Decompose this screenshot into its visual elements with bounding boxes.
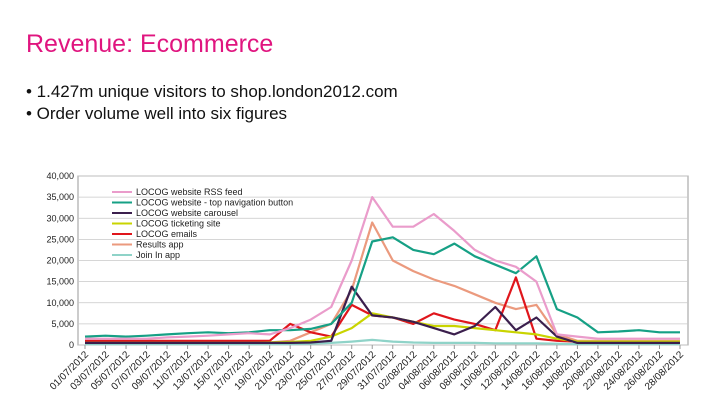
y-tick-label: 0 bbox=[69, 340, 74, 350]
series-line bbox=[85, 285, 680, 344]
y-tick-label: 10,000 bbox=[46, 298, 74, 308]
legend-label: LOCOG website RSS feed bbox=[136, 187, 243, 197]
bullet: • 1.427m unique visitors to shop.london2… bbox=[26, 82, 398, 101]
series-line bbox=[85, 196, 680, 340]
legend-label: LOCOG website carousel bbox=[136, 208, 238, 218]
y-tick-label: 25,000 bbox=[46, 234, 74, 244]
legend-label: Join In app bbox=[136, 250, 180, 260]
legend-label: LOCOG website - top navigation button bbox=[136, 198, 293, 208]
y-tick-label: 5,000 bbox=[51, 319, 74, 329]
legend-label: LOCOG emails bbox=[136, 229, 198, 239]
slide-title: Revenue: Ecommerce bbox=[26, 30, 274, 58]
legend-label: LOCOG ticketing site bbox=[136, 219, 221, 229]
series-line bbox=[85, 338, 680, 346]
y-tick-label: 20,000 bbox=[46, 256, 74, 266]
y-tick-label: 30,000 bbox=[46, 213, 74, 223]
series-line bbox=[85, 276, 680, 343]
y-tick-label: 35,000 bbox=[46, 192, 74, 202]
y-tick-label: 15,000 bbox=[46, 277, 74, 287]
series-line bbox=[84, 236, 680, 338]
bullet: • Order volume well into six figures bbox=[26, 104, 288, 123]
y-tick-label: 40,000 bbox=[46, 171, 74, 181]
legend-label: Results app bbox=[136, 240, 184, 250]
